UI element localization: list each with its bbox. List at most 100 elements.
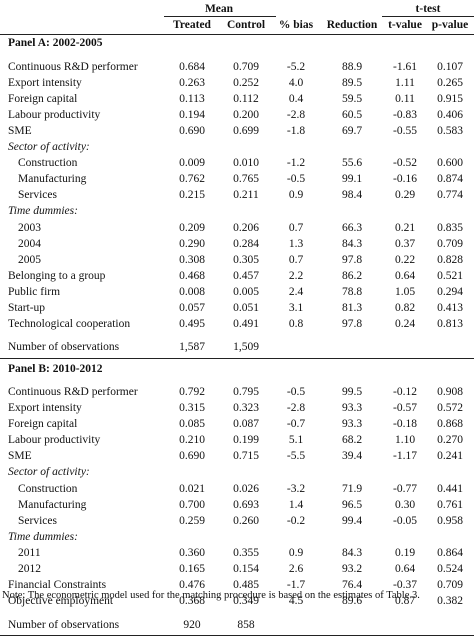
column-header: Control — [226, 19, 266, 32]
row-label: Export intensity — [8, 76, 82, 89]
row-label: Foreign capital — [8, 418, 78, 431]
table-cell: 0.82 — [394, 302, 416, 315]
table-cell: 0.715 — [233, 450, 259, 463]
table-cell: 0.051 — [233, 302, 259, 315]
table-cell: -0.77 — [393, 482, 417, 495]
table-cell: 0.368 — [179, 595, 205, 608]
table-cell: 0.709 — [437, 579, 463, 592]
panel-a-observations-row: Number of observations 1,587 1,509 — [0, 339, 474, 355]
row-label: SME — [8, 450, 32, 463]
table-row: Construction 0.021 0.026 -3.2 71.9 -0.77 0.441 — [0, 481, 474, 497]
table-cell: 0.700 — [179, 498, 205, 511]
table-cell: 0.87 — [394, 595, 416, 608]
row-label: Manufacturing — [18, 498, 87, 511]
table-cell: 0.360 — [179, 546, 205, 559]
column-header: Reduction — [326, 19, 378, 32]
table-row: 2011 0.360 0.355 0.9 84.3 0.19 0.864 — [0, 545, 474, 561]
table-cell: -1.8 — [286, 124, 306, 137]
table-cell: 97.8 — [341, 253, 363, 266]
observations-value: 1,587 — [179, 341, 205, 354]
table-cell: -0.83 — [393, 108, 417, 121]
table-cell: 0.684 — [179, 60, 205, 73]
table-row: Time dummies: — [0, 529, 474, 545]
panel-b-title: Panel B: 2010-2012 — [8, 362, 103, 375]
row-label: Foreign capital — [8, 92, 78, 105]
table-cell: -1.17 — [393, 450, 417, 463]
table-cell: -0.52 — [393, 157, 417, 170]
table-cell: 3.1 — [288, 302, 304, 315]
table-cell: 0.7 — [288, 221, 304, 234]
table-cell: 93.3 — [341, 402, 363, 415]
table-cell: 96.5 — [341, 498, 363, 511]
table-cell: 0.491 — [233, 318, 259, 331]
table-cell: 0.690 — [179, 450, 205, 463]
row-label: Construction — [18, 157, 78, 170]
table-cell: 99.5 — [341, 385, 363, 398]
table-row: 2012 0.165 0.154 2.6 93.2 0.64 0.524 — [0, 561, 474, 577]
table-cell: 0.37 — [394, 237, 416, 250]
row-label: 2011 — [18, 546, 41, 559]
table-row: Services 0.215 0.211 0.9 98.4 0.29 0.774 — [0, 187, 474, 203]
row-label: Sector of activity: — [8, 466, 90, 479]
table-cell: 4.0 — [288, 76, 304, 89]
table-cell: 68.2 — [341, 434, 363, 447]
table-cell: 0.413 — [437, 302, 463, 315]
row-label: Technological cooperation — [8, 318, 131, 331]
observations-value: 1,509 — [233, 341, 259, 354]
table-cell: 59.5 — [341, 92, 363, 105]
row-label: Construction — [18, 482, 78, 495]
table-cell: -0.16 — [393, 173, 417, 186]
table-cell: 0.21 — [394, 221, 416, 234]
table-cell: 69.7 — [341, 124, 363, 137]
table-row: Continuous R&D performer 0.684 0.709 -5.2 88… — [0, 59, 474, 75]
table-cell: 0.476 — [179, 579, 205, 592]
table-cell: 0.600 — [437, 157, 463, 170]
table-cell: 76.4 — [341, 579, 363, 592]
table-cell: 0.30 — [394, 498, 416, 511]
table-cell: 0.693 — [233, 498, 259, 511]
table-cell: 89.6 — [341, 595, 363, 608]
row-label: 2005 — [18, 253, 41, 266]
table-cell: 66.3 — [341, 221, 363, 234]
table-cell: 0.008 — [179, 285, 205, 298]
table-cell: -1.2 — [286, 157, 306, 170]
table-cell: -0.5 — [286, 385, 306, 398]
table-cell: 0.284 — [233, 237, 259, 250]
table-cell: 0.908 — [437, 385, 463, 398]
row-label: Services — [18, 514, 57, 527]
table-cell: 93.2 — [341, 563, 363, 576]
table-cell: 0.215 — [179, 189, 205, 202]
table-cell: 0.828 — [437, 253, 463, 266]
table-cell: 0.9 — [288, 546, 304, 559]
header-columns-row: Treated Control % bias Reduction t-value p-va… — [0, 17, 474, 33]
table-cell: 0.19 — [394, 546, 416, 559]
row-label: SME — [8, 124, 32, 137]
table-cell: 5.1 — [288, 434, 304, 447]
table-cell: 0.690 — [179, 124, 205, 137]
table-cell: -1.61 — [393, 60, 417, 73]
table-cell: 0.24 — [394, 318, 416, 331]
table-cell: 0.864 — [437, 546, 463, 559]
table-cell: 0.265 — [437, 76, 463, 89]
table-cell: 0.085 — [179, 418, 205, 431]
table-row: Labour productivity 0.194 0.200 -2.8 60.5 -0.… — [0, 107, 474, 123]
row-label: Time dummies: — [8, 205, 78, 218]
table-cell: 2.4 — [288, 285, 304, 298]
row-label: Start-up — [8, 302, 46, 315]
table-cell: -2.8 — [286, 402, 306, 415]
table-cell: 0.7 — [288, 253, 304, 266]
table-row: Export intensity 0.315 0.323 -2.8 93.3 -0.57 0… — [0, 400, 474, 416]
table-cell: 0.792 — [179, 385, 205, 398]
table-cell: 1.05 — [394, 285, 416, 298]
table-cell: 0.252 — [233, 76, 259, 89]
table-cell: 0.521 — [437, 269, 463, 282]
table-cell: 1.10 — [394, 434, 416, 447]
table-cell: 0.294 — [437, 285, 463, 298]
table-cell: 84.3 — [341, 237, 363, 250]
table-row: 2004 0.290 0.284 1.3 84.3 0.37 0.709 — [0, 236, 474, 252]
table-row: Time dummies: — [0, 203, 474, 219]
table-cell: 2.2 — [288, 269, 304, 282]
table-cell: -0.05 — [393, 514, 417, 527]
panel-b-title-row: Panel B: 2010-2012 — [0, 361, 474, 377]
table-cell: 0.868 — [437, 418, 463, 431]
